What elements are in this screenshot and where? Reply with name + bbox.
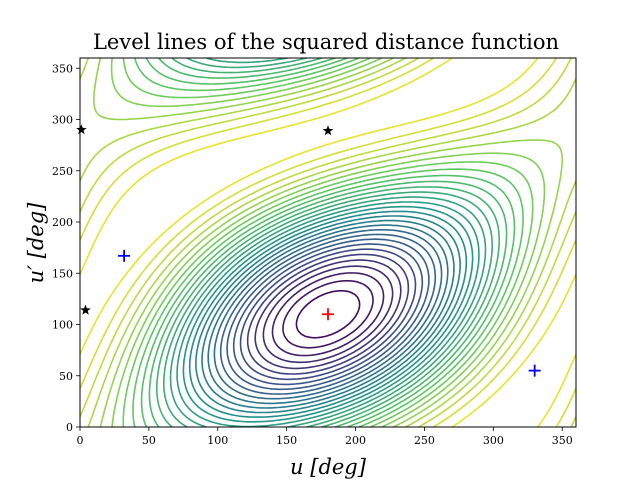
minimum-marker (118, 249, 131, 262)
contour-level (254, 259, 402, 370)
contour-level (188, 210, 468, 418)
y-tick-label: 200 (52, 216, 73, 229)
y-tick-label: 250 (52, 165, 73, 178)
contour-level (232, 243, 424, 386)
contour-level (226, 238, 430, 391)
contour-level (246, 253, 410, 375)
x-axis-ticks: 0 50 100 150 200 250 300 350 (77, 427, 573, 447)
x-axis-label: u [deg] (290, 455, 367, 479)
y-tick-label: 50 (59, 370, 73, 383)
contour-level (169, 58, 487, 427)
contour-level (207, 224, 449, 405)
contour-level (219, 233, 437, 395)
contour-level (163, 58, 493, 427)
contour-level (282, 280, 374, 349)
saddle-marker (76, 124, 87, 135)
x-tick-label: 200 (345, 434, 366, 447)
x-tick-label: 250 (414, 434, 435, 447)
y-axis-label: u′ [deg] (24, 202, 48, 283)
x-tick-label: 300 (483, 434, 504, 447)
contour-level (110, 58, 546, 427)
y-tick-label: 150 (52, 267, 73, 280)
contour-level (140, 58, 516, 427)
contour-level (93, 58, 563, 427)
saddle-marker (322, 125, 334, 136)
contour-level (148, 58, 508, 427)
y-axis-ticks: 0 50 100 150 200 250 300 350 (52, 62, 80, 434)
contour-level (213, 229, 443, 400)
contour-level (182, 205, 474, 423)
plot-area (79, 57, 577, 428)
chart-title: Level lines of the squared distance func… (93, 30, 559, 54)
contour-level (132, 58, 524, 427)
contour-level (156, 58, 500, 427)
saddle-marker (80, 304, 91, 315)
contour-level (271, 272, 385, 357)
x-tick-label: 50 (142, 434, 156, 447)
minimum-marker (528, 364, 541, 377)
contour-level (295, 289, 361, 339)
critical-point-markers (76, 124, 541, 377)
contour-level (262, 265, 394, 364)
x-tick-label: 350 (552, 434, 573, 447)
contour-level (239, 248, 417, 381)
contour-level (122, 58, 534, 427)
y-tick-label: 300 (52, 114, 73, 127)
y-tick-label: 100 (52, 319, 73, 332)
maximum-marker (322, 308, 334, 321)
contour-level (80, 58, 576, 427)
plot-frame (79, 57, 577, 428)
contour-level (195, 215, 461, 414)
y-tick-label: 350 (52, 62, 73, 75)
contour-level (176, 201, 480, 427)
x-tick-label: 100 (207, 434, 228, 447)
y-tick-label: 0 (66, 421, 73, 434)
contour-level (201, 219, 455, 409)
x-tick-label: 0 (77, 434, 84, 447)
x-tick-label: 150 (276, 434, 297, 447)
